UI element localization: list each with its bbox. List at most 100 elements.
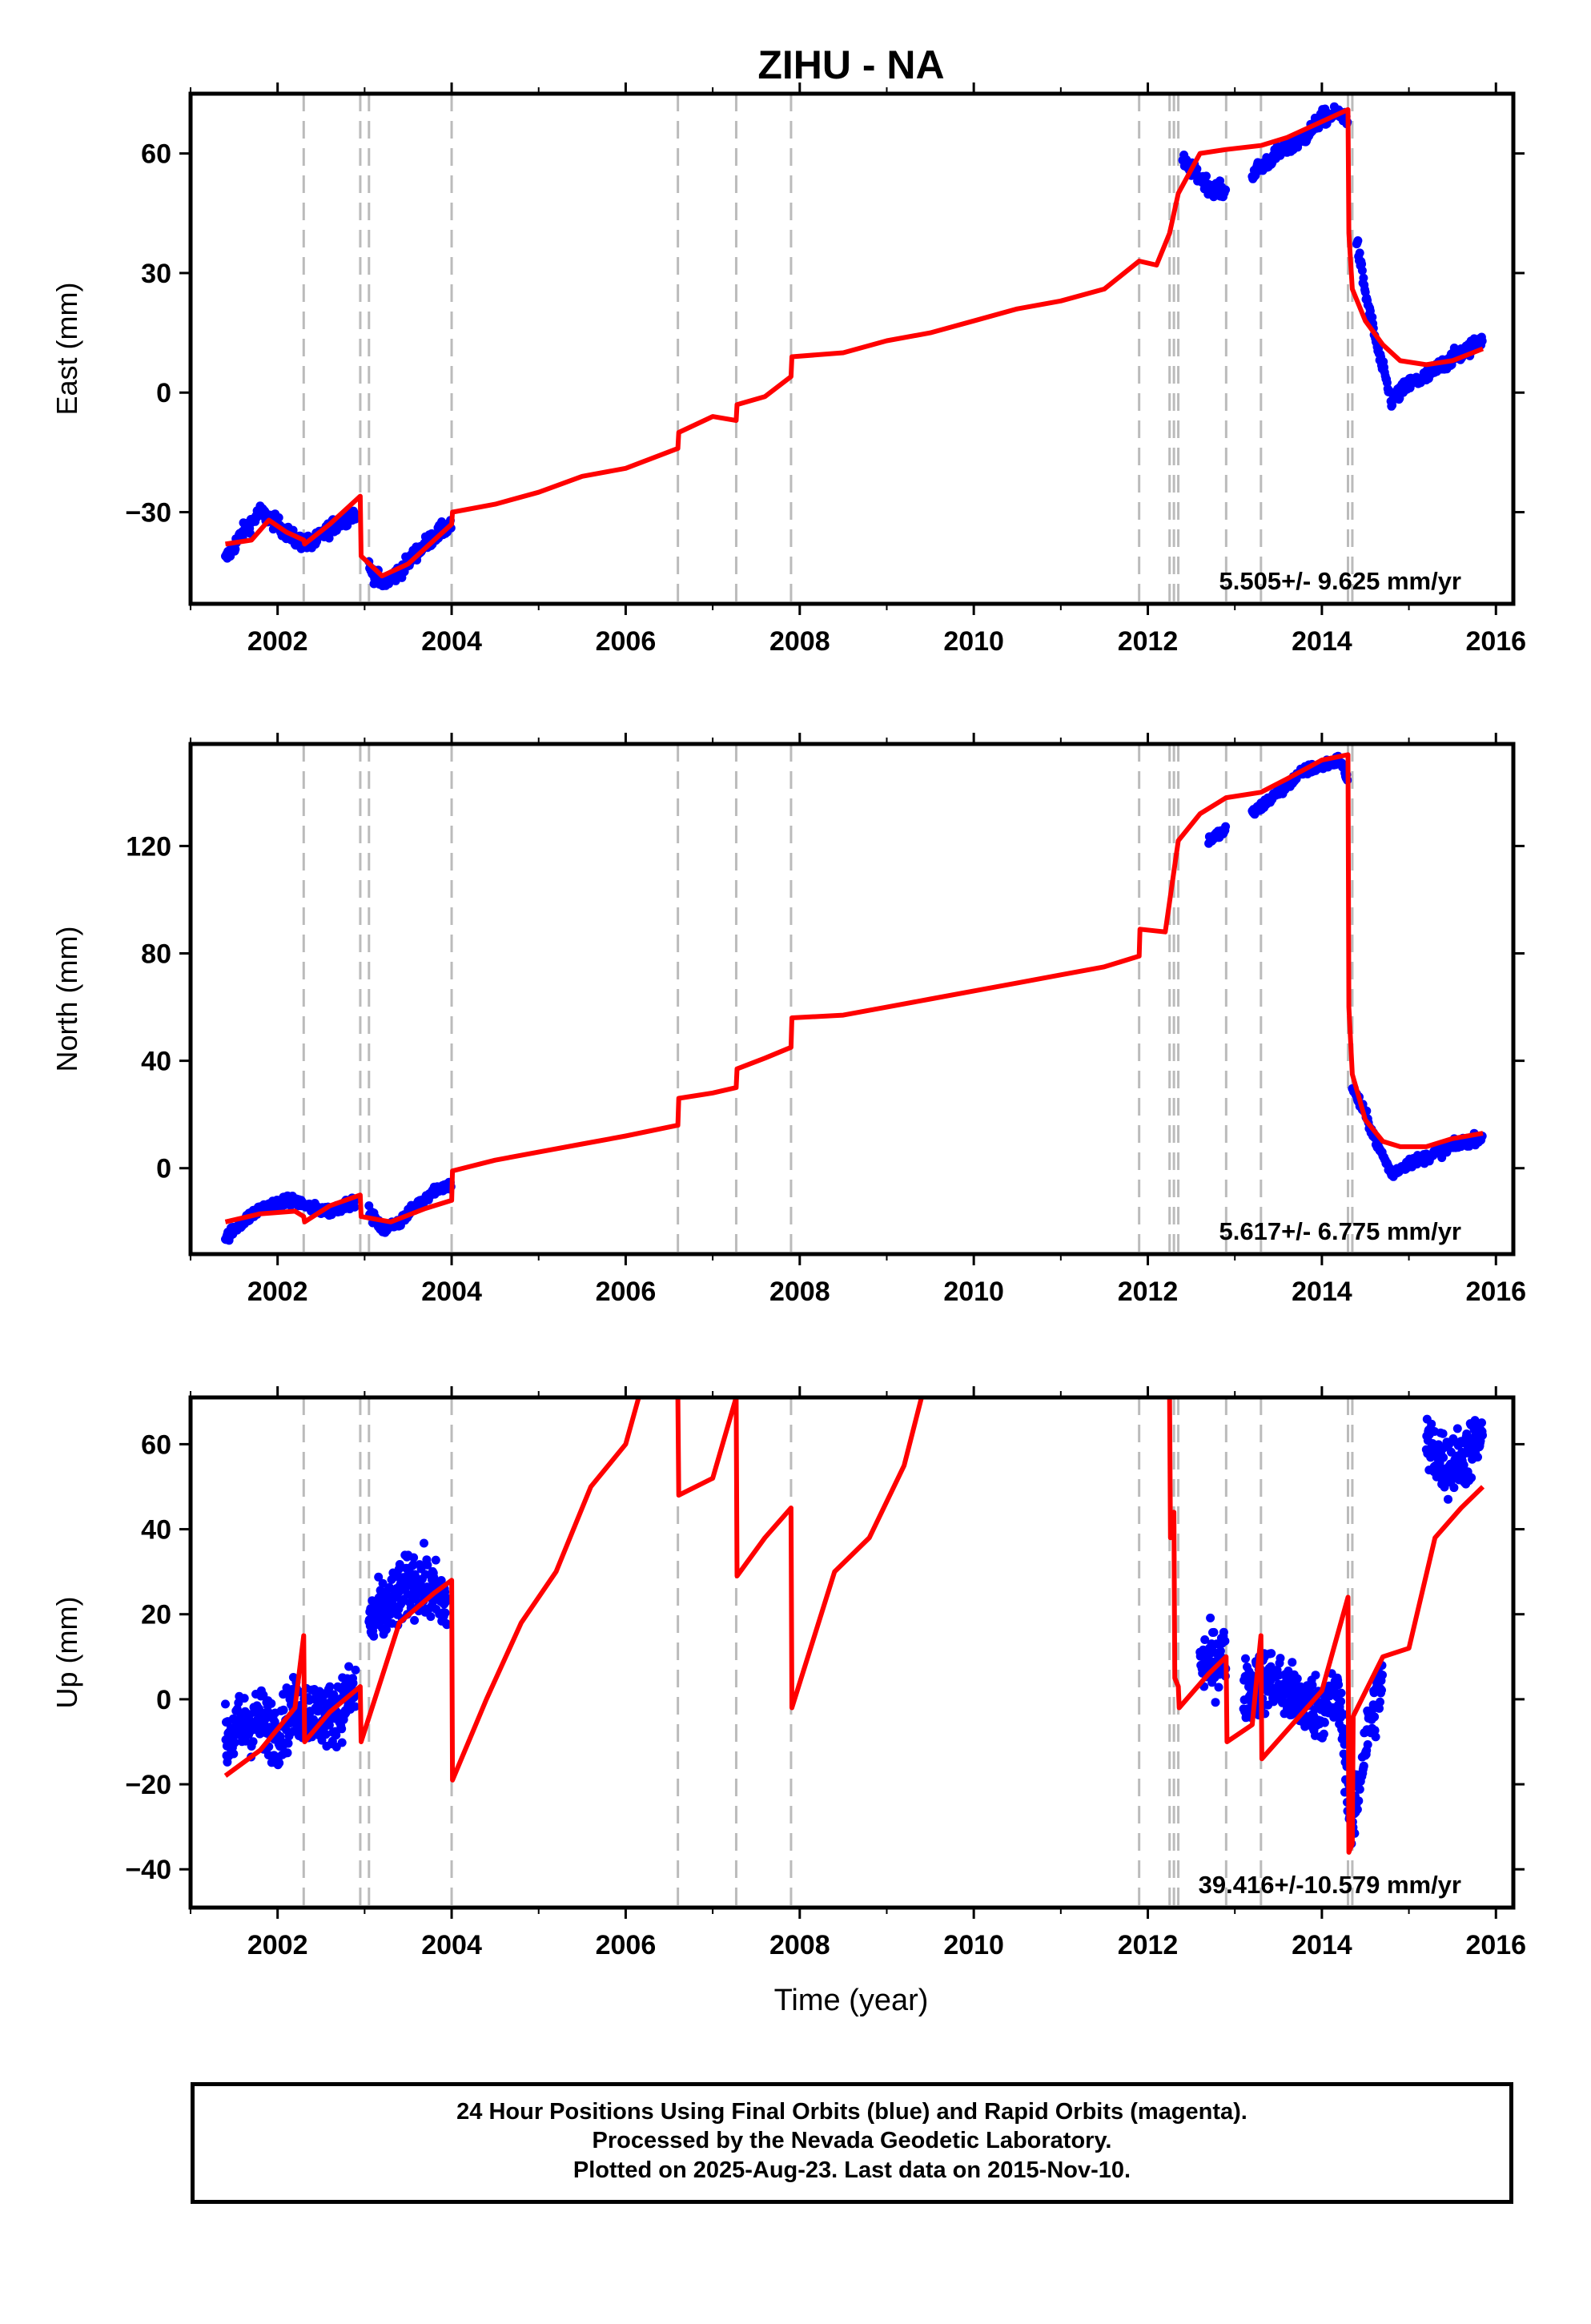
- data-point: [382, 1625, 391, 1634]
- data-point: [324, 1720, 334, 1730]
- data-point: [1320, 1718, 1329, 1727]
- data-point: [1288, 1658, 1297, 1667]
- data-point: [1438, 1429, 1448, 1438]
- x-tick-label: 2016: [1465, 1930, 1526, 1960]
- data-points-north-4: [1348, 1084, 1487, 1181]
- x-tick-label: 2002: [247, 626, 308, 657]
- x-tick-label: 2014: [1292, 1277, 1352, 1307]
- x-tick-label: 2008: [769, 1930, 830, 1960]
- x-tick-label: 2010: [943, 1277, 1004, 1307]
- plot-area-up: [221, 1397, 1487, 1908]
- y-axis-label-east: East (mm): [50, 283, 83, 416]
- data-point: [283, 1739, 293, 1748]
- data-point: [1467, 1473, 1476, 1482]
- data-points-north-1: [364, 1177, 456, 1237]
- data-point: [1427, 1419, 1436, 1429]
- data-point: [1359, 273, 1368, 283]
- data-point: [221, 1699, 230, 1709]
- model-line-up-model3: [1167, 1397, 1485, 1855]
- data-point: [1214, 1683, 1223, 1692]
- data-point: [230, 1738, 239, 1747]
- x-tick-label: 2006: [596, 1277, 657, 1307]
- panel-north: 2002 2004 2006 2008 2010 2012 2014 2016 0 40 80 120…: [50, 733, 1526, 1307]
- caption-line-1: 24 Hour Positions Using Final Orbits (bl…: [456, 2099, 1247, 2125]
- data-point: [344, 1662, 354, 1671]
- x-tick-label: 2006: [596, 1930, 657, 1960]
- data-point: [1375, 1703, 1384, 1713]
- caption-box: 24 Hour Positions Using Final Orbits (bl…: [191, 2082, 1513, 2204]
- data-point: [1368, 312, 1377, 322]
- data-point: [275, 1732, 285, 1742]
- data-point: [1473, 1453, 1482, 1462]
- data-point: [279, 1705, 288, 1715]
- x-tick-label: 2008: [769, 1277, 830, 1307]
- data-point: [1221, 822, 1231, 831]
- y-axis-label-up: Up (mm): [50, 1597, 83, 1709]
- data-point: [248, 1737, 258, 1747]
- data-point: [1359, 1761, 1368, 1771]
- data-point: [1202, 171, 1211, 181]
- data-point: [351, 1665, 360, 1675]
- data-point: [351, 514, 360, 524]
- data-point: [1211, 1698, 1220, 1707]
- data-point: [420, 1538, 428, 1548]
- x-tick-label: 2014: [1292, 626, 1352, 657]
- y-axis-label-north: North (mm): [50, 927, 83, 1072]
- data-point: [229, 1749, 239, 1759]
- data-point: [1221, 185, 1231, 195]
- chart-title: ZIHU - NA: [757, 42, 944, 87]
- data-point: [234, 1698, 243, 1707]
- panel-up: 2002 2004 2006 2008 2010 2012 2014 2016 −40 −20 0 2…: [50, 1386, 1526, 1960]
- data-point: [325, 1682, 335, 1691]
- data-points-up-1: [364, 1538, 452, 1641]
- axes-frame-east: [188, 91, 1516, 606]
- data-point: [1377, 1686, 1386, 1695]
- x-tick-label: 2012: [1118, 1930, 1179, 1960]
- data-point: [374, 1572, 384, 1582]
- model-line-north-model: [224, 752, 1484, 1224]
- y-tick-label: 40: [141, 1515, 171, 1546]
- data-point: [431, 1555, 440, 1565]
- data-point: [239, 1694, 249, 1703]
- data-point: [1292, 1674, 1302, 1683]
- data-point: [1206, 1613, 1215, 1622]
- data-points-east-1: [364, 516, 456, 591]
- data-point: [1338, 1723, 1348, 1733]
- y-tick-label: 30: [141, 259, 171, 289]
- data-point: [1378, 1671, 1387, 1680]
- data-point: [331, 1731, 341, 1740]
- x-tick-label: 2016: [1465, 626, 1526, 657]
- data-point: [1334, 1680, 1344, 1690]
- rate-label-up: 39.416+/-10.579 mm/yr: [1199, 1871, 1461, 1899]
- y-tick-label: 40: [141, 1047, 171, 1077]
- data-point: [1357, 259, 1367, 269]
- data-point: [1477, 336, 1487, 346]
- data-point: [436, 1576, 446, 1585]
- data-points-up-4: [1421, 1414, 1487, 1504]
- data-point: [378, 1578, 388, 1588]
- y-tick-label: 80: [141, 939, 171, 970]
- x-tick-label: 2010: [943, 626, 1004, 657]
- data-point: [1452, 1424, 1462, 1433]
- y-tick-label: 0: [156, 1685, 171, 1715]
- y-tick-label: 60: [141, 139, 171, 170]
- y-tick-label: 0: [156, 378, 171, 408]
- data-point: [1352, 1805, 1362, 1814]
- x-tick-label: 2008: [769, 626, 830, 657]
- data-point: [350, 1202, 360, 1212]
- data-point: [321, 1730, 331, 1739]
- data-point: [283, 1748, 292, 1758]
- caption-line-3: Plotted on 2025-Aug-23. Last data on 201…: [573, 2157, 1131, 2183]
- x-tick-label: 2012: [1118, 626, 1179, 657]
- data-point: [1370, 1712, 1380, 1722]
- data-point: [369, 1631, 379, 1641]
- data-point: [1220, 1636, 1230, 1646]
- data-point: [440, 1608, 450, 1618]
- data-point: [1336, 1697, 1346, 1707]
- rate-label-east: 5.505+/- 9.625 mm/yr: [1219, 567, 1461, 595]
- data-point: [410, 1615, 420, 1625]
- x-tick-label: 2016: [1465, 1277, 1526, 1307]
- data-point: [274, 513, 283, 522]
- data-point: [1439, 1453, 1448, 1462]
- data-point: [1336, 1688, 1346, 1698]
